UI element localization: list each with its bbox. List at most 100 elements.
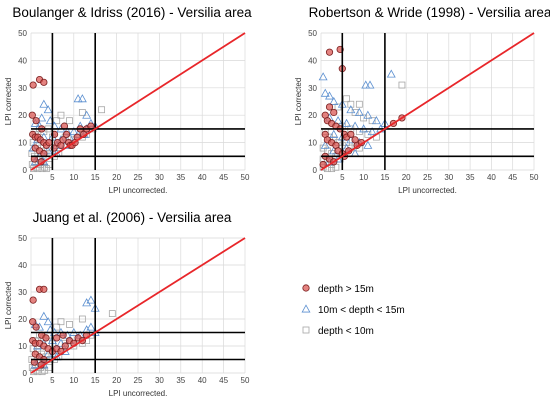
- x-tick-label: 15: [380, 173, 389, 182]
- data-point: [320, 88, 330, 97]
- data-point: [29, 318, 37, 326]
- x-tick-label: 40: [198, 173, 207, 182]
- data-point: [329, 129, 339, 138]
- x-tick-label: 35: [176, 376, 185, 385]
- legend-label: 10m < depth < 15m: [318, 305, 405, 316]
- data-point: [354, 107, 364, 116]
- reference-line-1to1: [320, 32, 535, 171]
- data-point: [69, 127, 79, 136]
- y-tick-label: 20: [308, 111, 317, 120]
- data-point: [42, 334, 50, 342]
- y-tick-label: 50: [308, 29, 317, 38]
- x-tick-label: 10: [69, 173, 78, 182]
- data-point: [86, 295, 96, 304]
- data-point: [398, 81, 406, 89]
- x-tick-label: 35: [466, 173, 475, 182]
- y-tick-label: 10: [18, 342, 27, 351]
- chart-panel-2: Robertson & Wride (1998) - Versilia area…: [294, 5, 550, 195]
- data-point: [82, 298, 92, 307]
- data-point: [59, 136, 67, 144]
- data-point: [29, 296, 37, 304]
- x-tick-label: 15: [91, 173, 100, 182]
- x-tick-label: 30: [155, 376, 164, 385]
- y-tick-label: 10: [308, 139, 317, 148]
- data-point: [43, 146, 53, 155]
- y-tick-label: 0: [23, 369, 28, 378]
- x-tick-label: 10: [69, 376, 78, 385]
- chart-panel-3: Juang et al. (2006) - Versilia area 0 5 10 1…: [4, 210, 250, 398]
- x-tick-label: 20: [112, 173, 121, 182]
- data-point: [39, 311, 49, 320]
- data-point: [346, 105, 356, 114]
- data-point: [343, 95, 350, 103]
- x-tick-label: 0: [29, 173, 34, 182]
- data-point: [325, 103, 334, 111]
- legend-item: depth < 10m: [302, 326, 374, 337]
- data-point: [98, 106, 106, 114]
- legend-item: depth > 15m: [302, 284, 374, 295]
- chart-title: Juang et al. (2006) - Versilia area: [33, 210, 232, 225]
- data-point: [56, 338, 66, 347]
- data-point: [363, 140, 373, 149]
- x-tick-label: 5: [50, 376, 55, 385]
- legend-marker-square: [302, 326, 310, 334]
- data-point: [28, 111, 36, 119]
- y-tick-label: 40: [18, 261, 27, 270]
- reference-line-1to1: [30, 237, 246, 374]
- y-tick-label: 0: [313, 166, 318, 175]
- data-point: [38, 165, 46, 173]
- x-tick-label: 5: [50, 173, 55, 182]
- series-circle: [319, 45, 406, 169]
- chart-title: Boulanger & Idriss (2016) - Versilia are…: [12, 5, 252, 20]
- data-point: [43, 165, 50, 173]
- y-tick-label: 50: [18, 29, 27, 38]
- data-point: [40, 285, 48, 293]
- y-tick-label: 30: [18, 288, 27, 297]
- legend-marker-triangle: [301, 304, 311, 313]
- data-point: [320, 140, 330, 149]
- data-point: [347, 100, 355, 108]
- legend-label: depth < 10m: [318, 326, 374, 337]
- x-tick-label: 15: [91, 376, 100, 385]
- data-point: [330, 108, 338, 117]
- data-point: [32, 323, 40, 331]
- x-tick-label: 40: [487, 173, 496, 182]
- data-point: [29, 81, 37, 89]
- y-tick-label: 20: [18, 111, 27, 120]
- y-axis-label: LPI corrected: [4, 282, 13, 330]
- data-point: [365, 80, 375, 89]
- data-point: [39, 99, 49, 108]
- legend-label: depth > 15m: [318, 284, 374, 295]
- series-circle: [28, 75, 95, 166]
- data-point: [30, 368, 37, 376]
- x-tick-label: 20: [402, 173, 411, 182]
- data-point: [53, 117, 61, 125]
- x-tick-label: 40: [198, 376, 207, 385]
- x-tick-label: 30: [155, 173, 164, 182]
- data-point: [57, 318, 65, 326]
- y-tick-label: 50: [18, 234, 27, 243]
- x-tick-label: 0: [319, 173, 324, 182]
- x-tick-label: 35: [176, 173, 185, 182]
- data-point: [45, 139, 53, 147]
- data-point: [57, 111, 65, 119]
- data-point: [37, 113, 47, 122]
- data-point: [368, 117, 376, 125]
- y-axis-label: LPI corrected: [4, 78, 13, 126]
- data-point: [328, 165, 336, 173]
- y-tick-label: 40: [308, 56, 317, 65]
- data-point: [38, 368, 46, 376]
- x-tick-label: 45: [219, 173, 228, 182]
- x-tick-label: 0: [29, 376, 34, 385]
- data-point: [40, 78, 48, 86]
- x-tick-label: 25: [134, 173, 143, 182]
- data-point: [325, 48, 334, 56]
- x-tick-label: 45: [508, 173, 517, 182]
- data-point: [62, 130, 71, 138]
- data-point: [325, 91, 334, 100]
- chart-title: Robertson & Wride (1998) - Versilia area: [309, 5, 550, 20]
- x-tick-label: 50: [241, 376, 250, 385]
- x-tick-label: 20: [112, 376, 121, 385]
- data-point: [367, 127, 377, 136]
